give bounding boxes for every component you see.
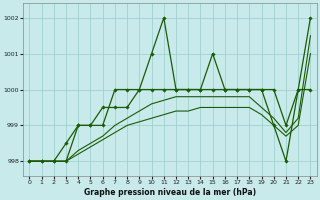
- X-axis label: Graphe pression niveau de la mer (hPa): Graphe pression niveau de la mer (hPa): [84, 188, 256, 197]
